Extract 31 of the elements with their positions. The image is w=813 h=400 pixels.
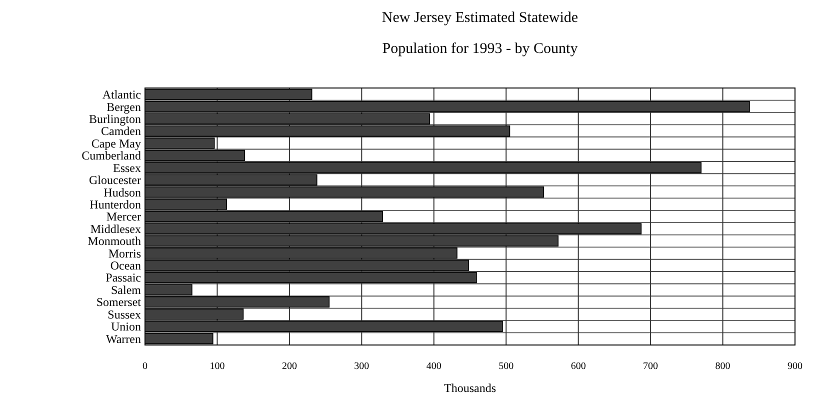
y-tick-label: Hunterdon: [90, 197, 141, 212]
y-tick-label: Ocean: [110, 258, 141, 273]
y-tick-label: Somerset: [96, 295, 142, 310]
x-tick-label: 0: [142, 361, 148, 372]
x-tick-label: 300: [354, 361, 370, 372]
x-tick-label: 900: [788, 361, 802, 372]
x-tick-label: 700: [643, 361, 658, 372]
y-tick-label: Passaic: [106, 270, 141, 285]
x-tick-label: 200: [282, 361, 297, 372]
x-tick-label: 800: [715, 361, 730, 372]
y-tick-label: Monmouth: [88, 234, 141, 248]
y-tick-label: Mercer: [106, 210, 142, 224]
y-tick-label: Union: [111, 320, 141, 334]
y-tick-label: Essex: [113, 160, 141, 175]
x-tick-label: 400: [426, 361, 442, 372]
y-tick-label: Salem: [111, 282, 142, 297]
x-tick-label: 500: [498, 361, 514, 372]
y-tick-label: Middlesex: [90, 222, 141, 236]
y-tick-label: Hudson: [104, 185, 141, 200]
y-tick-label: Atlantic: [102, 88, 141, 102]
chart-subtitle: Population for 1993 - by County: [382, 41, 578, 57]
y-tick-label: Warren: [106, 332, 141, 346]
y-tick-label: Bergen: [106, 100, 141, 114]
chart-title: New Jersey Estimated Statewide: [382, 10, 578, 26]
y-tick-label: Gloucester: [89, 173, 141, 188]
y-tick-label: Sussex: [108, 307, 141, 322]
x-axis-title: Thousands: [444, 381, 496, 395]
x-tick-label: 100: [210, 361, 225, 372]
x-tick-label: 600: [570, 361, 586, 372]
y-tick-label: Cape May: [91, 136, 141, 150]
y-tick-label: Morris: [108, 246, 142, 260]
